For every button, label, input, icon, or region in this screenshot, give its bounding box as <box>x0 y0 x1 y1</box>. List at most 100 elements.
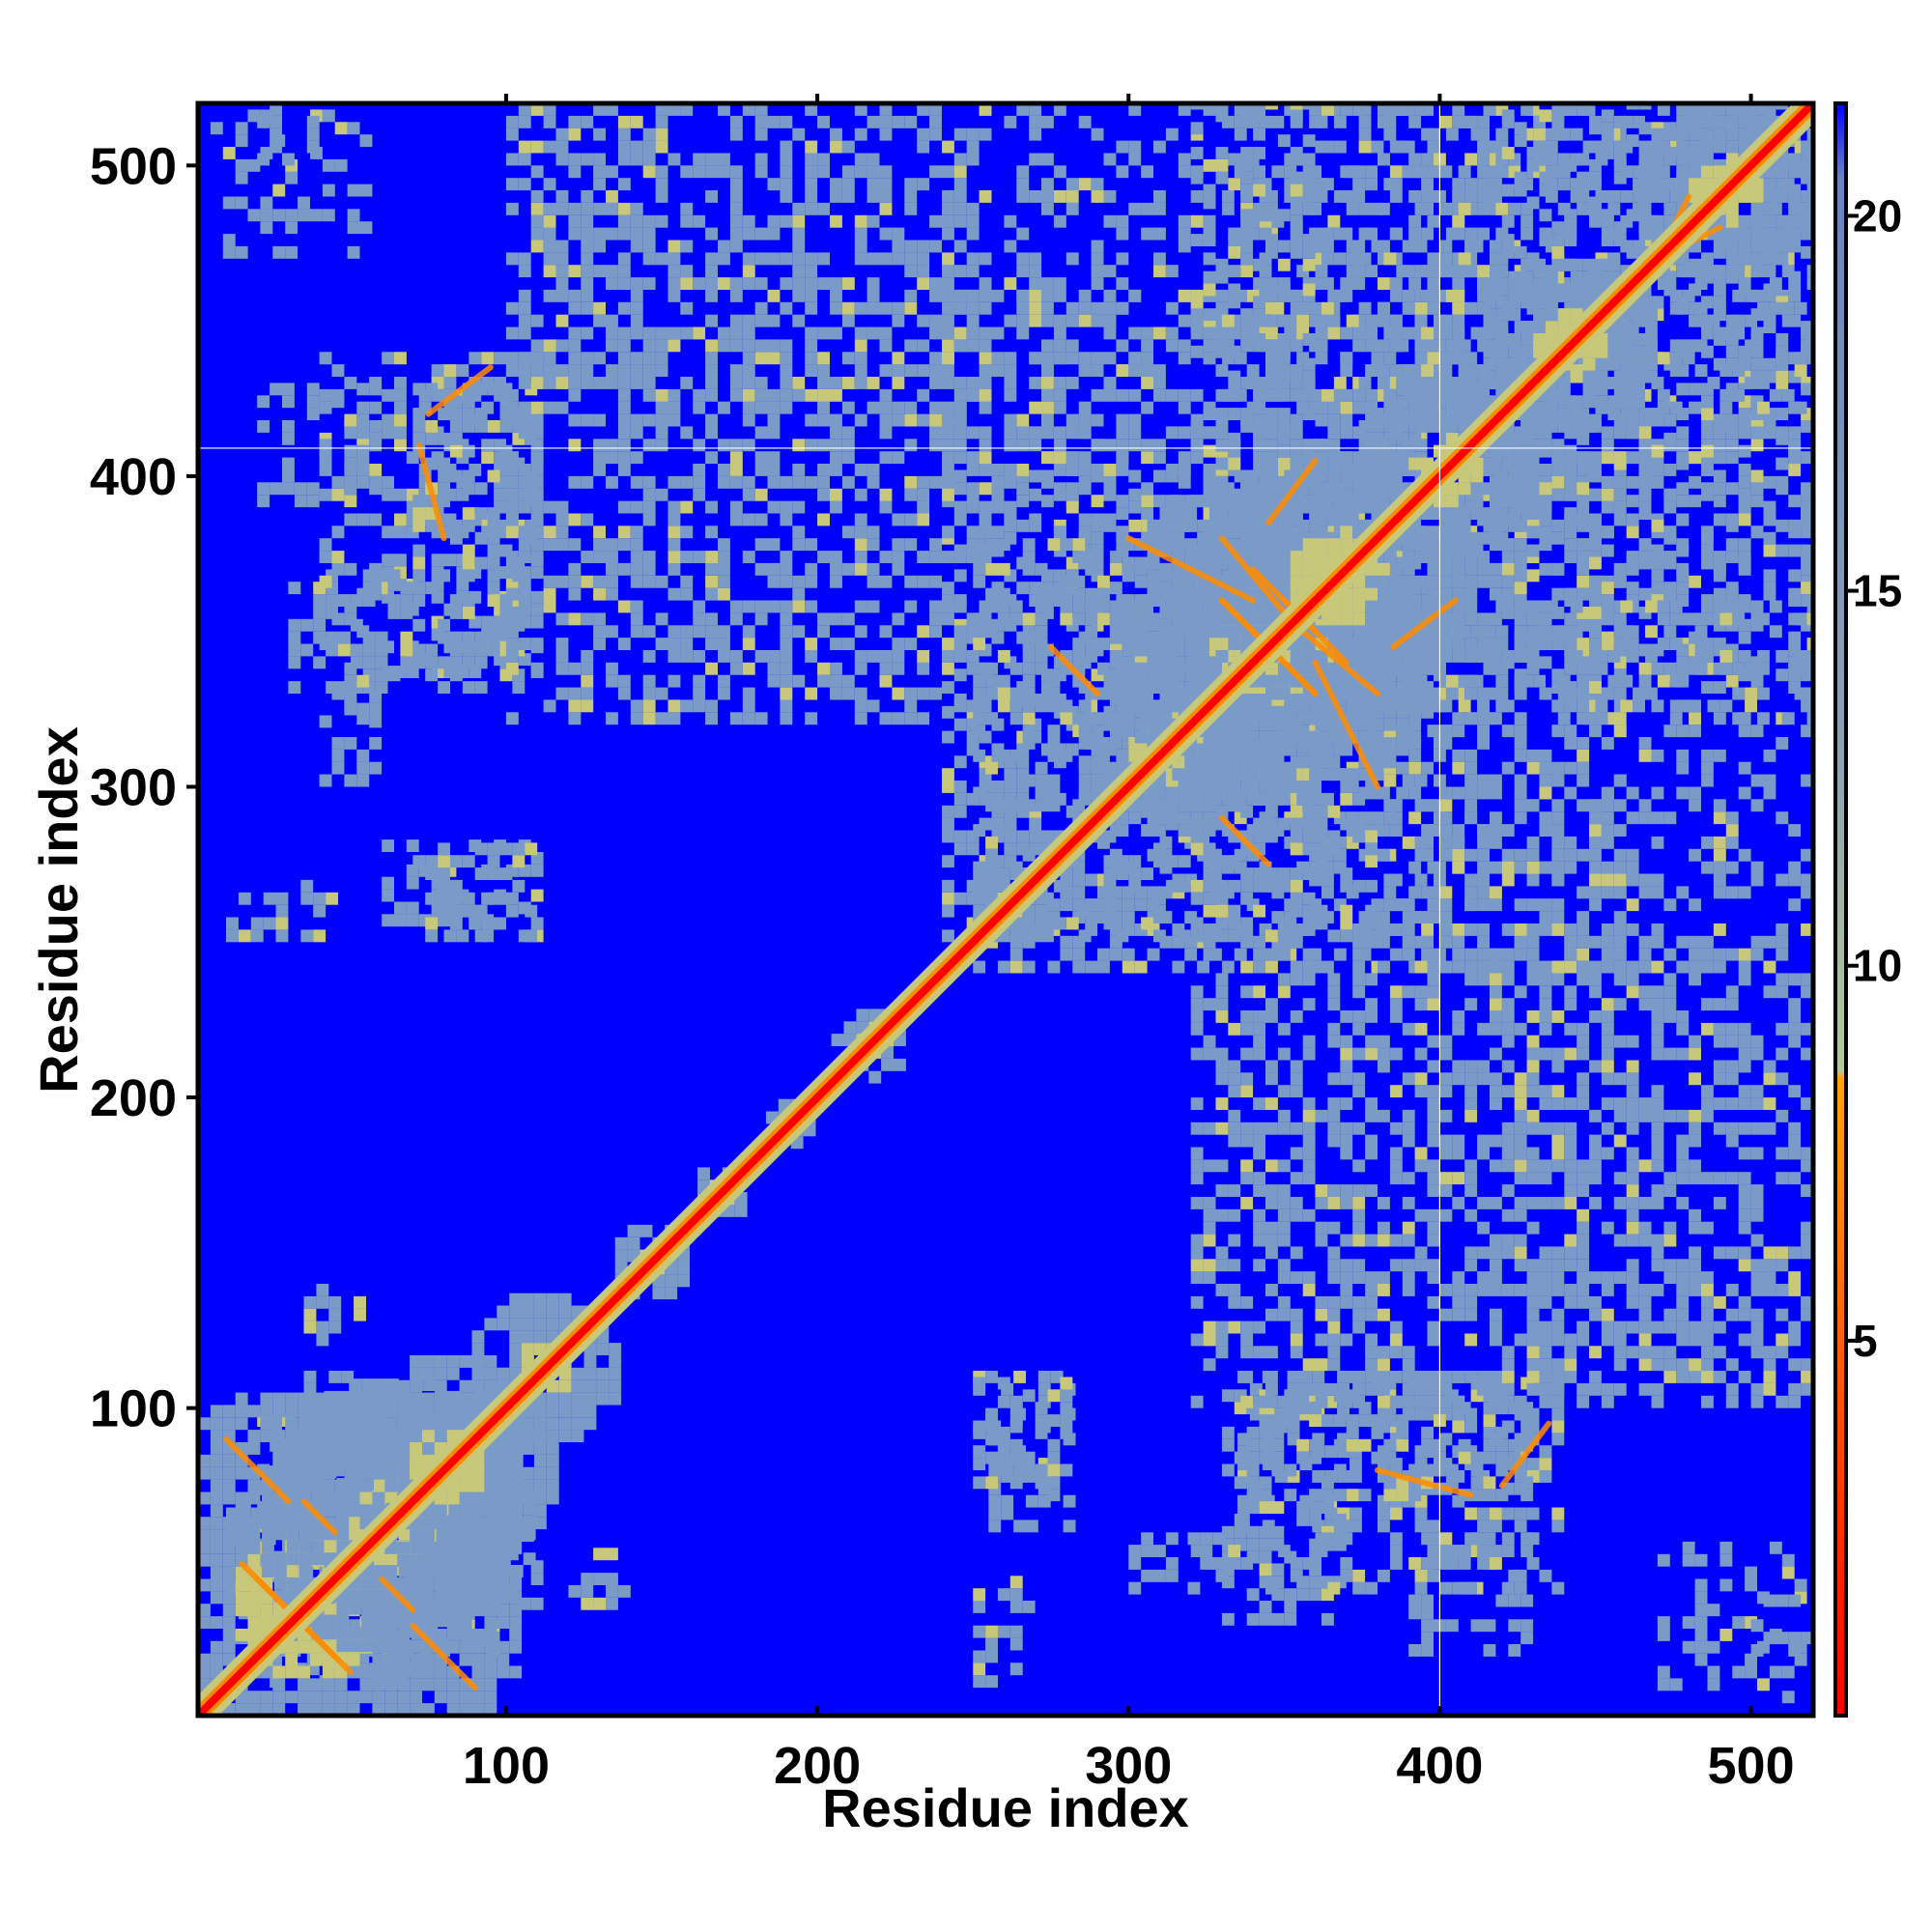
heatmap-cell <box>1725 824 1739 837</box>
heatmap-cell <box>438 569 450 582</box>
heatmap-cell <box>518 864 531 877</box>
heatmap-cell <box>1365 879 1378 893</box>
heatmap-cell <box>1601 737 1614 750</box>
heatmap-cell <box>1134 960 1148 974</box>
heatmap-cell <box>1041 190 1054 203</box>
heatmap-cell <box>1638 556 1652 570</box>
heatmap-cell <box>1259 1525 1272 1539</box>
heatmap-cell <box>1302 842 1316 856</box>
heatmap-cell <box>394 526 407 539</box>
heatmap-cell <box>474 631 488 644</box>
heatmap-cell <box>1514 861 1527 874</box>
heatmap-cell <box>985 848 998 862</box>
heatmap-cell <box>530 1597 544 1610</box>
heatmap-cell <box>1153 364 1166 377</box>
heatmap-cell <box>1725 482 1739 496</box>
heatmap-cell <box>1022 712 1036 725</box>
heatmap-cell <box>1776 345 1789 358</box>
heatmap-cell <box>1427 960 1440 974</box>
heatmap-cell <box>1414 1407 1428 1421</box>
heatmap-cell <box>1626 475 1639 489</box>
heatmap-cell <box>1402 911 1415 923</box>
heatmap-cell <box>1013 1371 1026 1383</box>
heatmap-cell <box>1551 898 1565 912</box>
heatmap-cell <box>1246 1438 1260 1452</box>
heatmap-cell <box>1290 426 1303 440</box>
heatmap-cell <box>1333 1463 1347 1477</box>
heatmap-cell <box>1781 1566 1795 1579</box>
heatmap-cell <box>1078 115 1092 128</box>
heatmap-cell <box>1477 724 1490 738</box>
heatmap-cell <box>985 1625 998 1638</box>
heatmap-cell <box>1141 364 1153 377</box>
heatmap-cell <box>1259 1414 1272 1427</box>
heatmap-cell <box>1103 289 1117 302</box>
heatmap-cell <box>1626 898 1639 912</box>
heatmap-cell <box>1009 1588 1023 1602</box>
heatmap-cell <box>1445 1463 1459 1477</box>
heatmap-cell <box>298 196 310 210</box>
heatmap-cell <box>1178 929 1191 943</box>
heatmap-cell <box>1352 178 1366 191</box>
heatmap-cell <box>1651 444 1664 458</box>
heatmap-cell <box>1053 339 1066 353</box>
heatmap-cell <box>1676 749 1690 762</box>
heatmap-cell <box>1439 811 1453 825</box>
heatmap-cell <box>1383 1451 1397 1464</box>
heatmap-cell <box>1613 911 1627 923</box>
heatmap-cell <box>1564 724 1577 738</box>
heatmap-cell <box>1396 786 1409 800</box>
heatmap-cell <box>1763 321 1776 333</box>
heatmap-cell <box>1065 252 1079 266</box>
heatmap-cell <box>979 482 992 496</box>
heatmap-cell <box>1221 1389 1235 1403</box>
heatmap-cell <box>1296 1438 1310 1452</box>
heatmap-cell <box>263 917 276 930</box>
heatmap-cell <box>322 209 335 222</box>
heatmap-cell <box>1477 861 1490 874</box>
heatmap-cell <box>985 538 998 552</box>
heatmap-cell <box>1053 439 1066 452</box>
heatmap-cell <box>1607 190 1621 203</box>
heatmap-cell <box>1408 861 1422 874</box>
heatmap-cell <box>319 715 332 728</box>
heatmap-cell <box>1065 377 1079 389</box>
heatmap-cell <box>494 488 506 501</box>
heatmap-cell <box>1477 948 1490 961</box>
heatmap-cell <box>1421 886 1434 899</box>
heatmap-cell <box>1738 650 1751 663</box>
heatmap-cell <box>1333 1414 1347 1427</box>
heatmap-cell <box>300 879 314 893</box>
heatmap-cell <box>1215 439 1229 452</box>
heatmap-cell <box>1153 265 1166 278</box>
heatmap-cell <box>1464 886 1478 899</box>
heatmap-cell <box>991 475 1005 489</box>
heatmap-cell <box>328 1371 342 1383</box>
heatmap-cell <box>1464 190 1478 203</box>
heatmap-cell <box>1589 582 1602 595</box>
heatmap-cell <box>1495 265 1509 278</box>
heatmap-cell <box>1490 824 1502 837</box>
heatmap-cell <box>462 681 475 694</box>
heatmap-cell <box>303 1308 317 1321</box>
heatmap-cell <box>1383 352 1397 365</box>
heatmap-cell <box>449 607 463 619</box>
heatmap-cell <box>1128 153 1142 166</box>
heatmap-cell <box>1141 377 1153 389</box>
heatmap-cell <box>953 830 967 843</box>
heatmap-cell <box>1389 898 1403 912</box>
heatmap-cell <box>1414 1520 1428 1533</box>
heatmap-cell <box>462 643 475 657</box>
heatmap-cell <box>1689 575 1701 588</box>
heatmap-cell <box>1103 439 1117 452</box>
heatmap-cell <box>1141 917 1153 930</box>
heatmap-cell <box>1091 495 1104 508</box>
heatmap-cell <box>1613 774 1627 787</box>
heatmap-cell <box>438 482 450 496</box>
heatmap-cell <box>394 554 407 567</box>
heatmap-cell <box>1564 836 1577 849</box>
heatmap-cell <box>1464 960 1478 974</box>
heatmap-cell <box>1676 513 1690 526</box>
heatmap-cell <box>1284 1489 1297 1502</box>
heatmap-cell <box>1165 388 1179 402</box>
